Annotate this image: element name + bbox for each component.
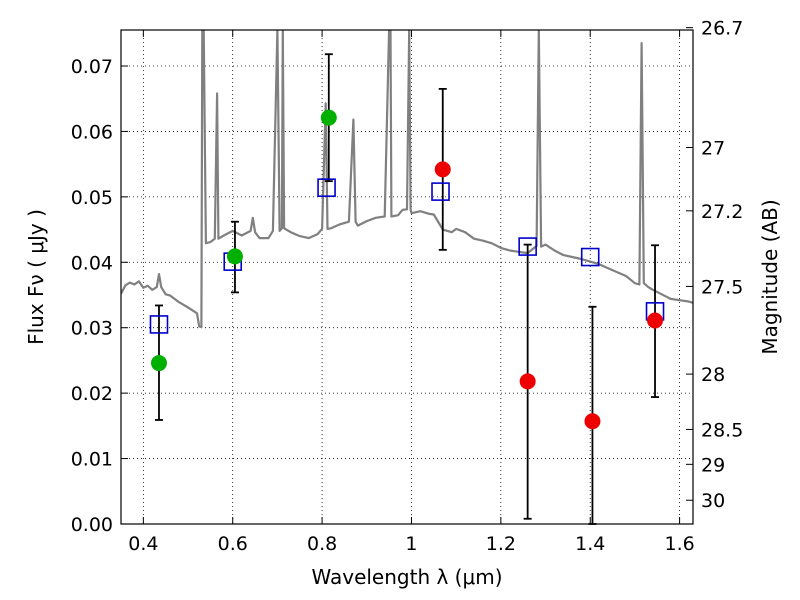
- mag-tick-label: 26.7: [701, 18, 743, 40]
- observed-point: [584, 413, 601, 430]
- model-square-point: [431, 182, 450, 201]
- y-axis-right-label: Magnitude (AB): [758, 199, 782, 354]
- axis-ticks: 0.4 0.6 0.8 1 1.2 1.4 1.6 0.00 0.01 0.02 0.03 0.04 0…: [71, 18, 744, 555]
- observed-point: [320, 109, 337, 126]
- y-tick-label: 0.05: [71, 187, 113, 209]
- y-tick-label: 0.04: [71, 252, 113, 274]
- sed-line: [121, 30, 693, 329]
- mag-tick-label: 30: [701, 490, 725, 512]
- model-square-point: [518, 237, 537, 256]
- plot-frame: [120, 29, 694, 525]
- y-tick-label: 0.06: [71, 121, 113, 143]
- x-axis-label: Wavelength λ (μm): [311, 565, 502, 589]
- mag-tick-label: 29: [701, 454, 725, 476]
- mag-tick-label: 28.5: [701, 419, 743, 441]
- points-layer: [149, 53, 665, 525]
- x-tick-label: 1.4: [575, 533, 605, 555]
- mag-tick-label: 27.5: [701, 276, 743, 298]
- y-tick-label: 0.01: [71, 449, 113, 471]
- y-tick-label: 0.07: [71, 56, 113, 78]
- y-tick-label: 0.03: [71, 318, 113, 340]
- grid: [121, 30, 693, 524]
- x-tick-label: 1.2: [486, 533, 516, 555]
- x-tick-label: 0.6: [218, 533, 248, 555]
- series-layer: [121, 30, 693, 329]
- y-axis-label: Flux Fν ( μJy ): [24, 209, 48, 345]
- observed-point: [647, 312, 664, 329]
- mag-tick-label: 27: [701, 137, 725, 159]
- model-square-point: [580, 247, 600, 267]
- y-tick-label: 0.00: [71, 514, 113, 536]
- observed-point: [150, 355, 167, 372]
- observed-point: [226, 248, 243, 265]
- x-tick-label: 1.6: [664, 533, 694, 555]
- y-tick-label: 0.02: [71, 383, 113, 405]
- x-tick-label: 0.4: [128, 533, 158, 555]
- mag-tick-label: 27.2: [701, 201, 743, 223]
- model-square-point: [317, 178, 336, 197]
- model-square-point: [149, 315, 169, 334]
- x-tick-label: 1: [405, 533, 417, 555]
- observed-point: [519, 373, 536, 390]
- x-tick-label: 0.8: [307, 533, 337, 555]
- observed-point: [434, 161, 451, 178]
- mag-tick-label: 28: [701, 364, 725, 386]
